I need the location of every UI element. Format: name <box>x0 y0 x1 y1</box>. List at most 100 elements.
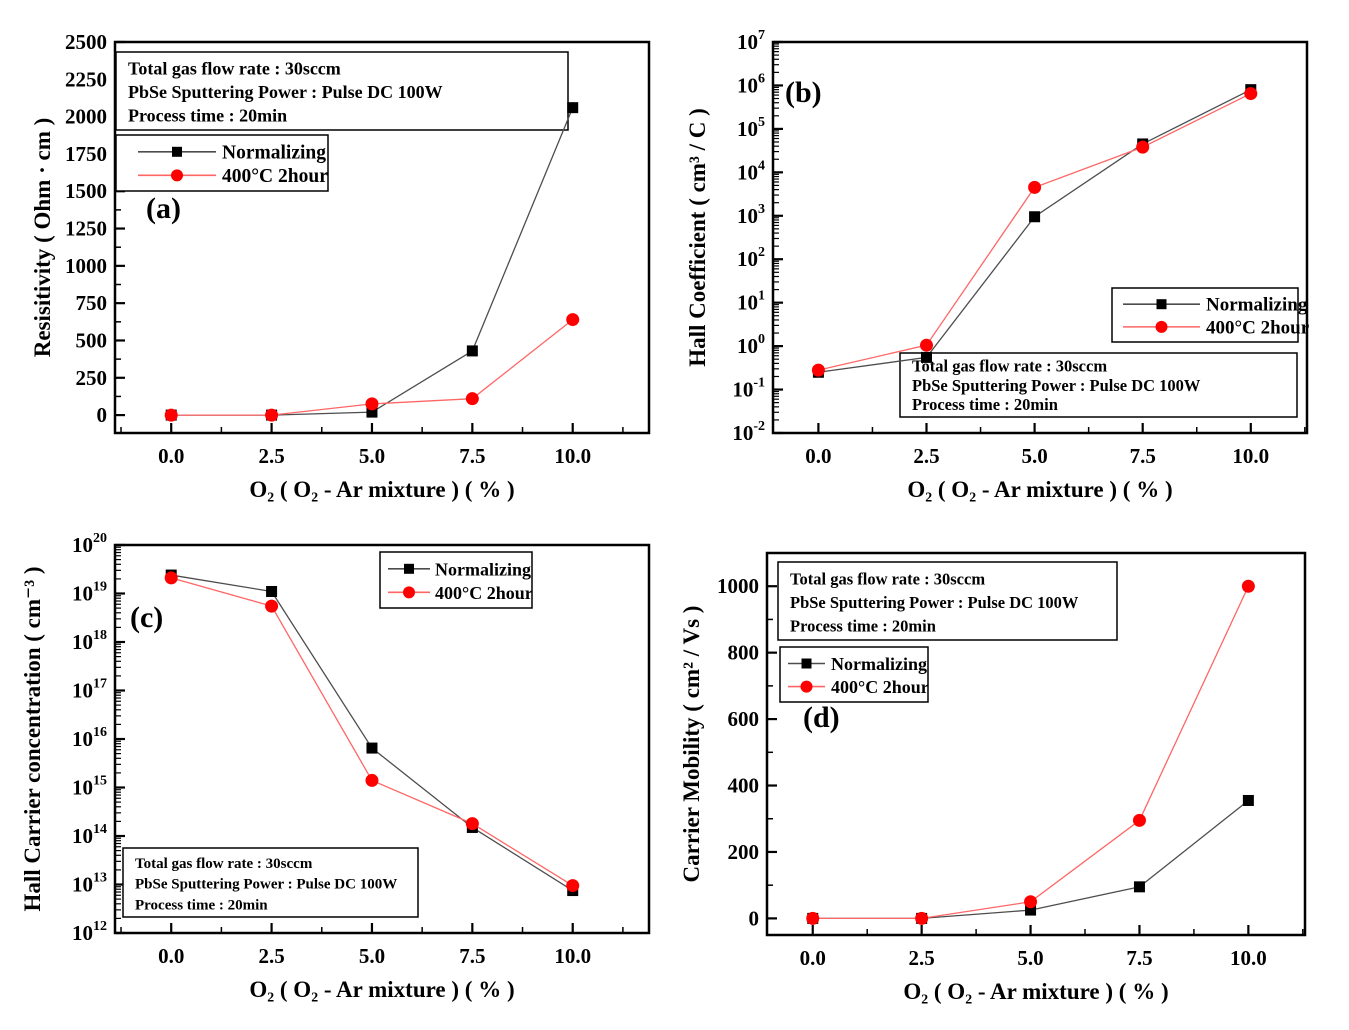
svg-text:102: 102 <box>737 245 765 271</box>
series-400-c-2hour <box>164 571 580 893</box>
data-point-circle <box>164 408 178 422</box>
info-line: Process time : 20min <box>790 616 936 635</box>
x-axis-title: O₂ ( O₂ - Ar mixture ) ( % ) <box>249 977 514 1002</box>
panel-a: 0.0 2.5 5.0 7.5 10.0 0 250 500 750 1000 1250 1500 17… <box>0 0 675 515</box>
chart-panel-c-hall-carrier-concentration: 0.0 2.5 5.0 7.5 10.0 1012 1013 1014 1015 1016 1017… <box>20 531 651 1002</box>
info-line: PbSe Sputtering Power : Pulse DC 100W <box>135 877 397 893</box>
chart-panel-b-hall-coefficient: 0.0 2.5 5.0 7.5 10.010-210-11001011021031041… <box>685 28 1310 502</box>
series-400-c-2hour <box>164 313 580 422</box>
data-point-circle <box>1136 140 1150 154</box>
x-tick-labels: 0.0 2.5 5.0 7.5 10.0 <box>158 944 591 968</box>
legend-marker-circle <box>800 680 813 693</box>
y-tick-labels: 10-2 10-1 100 101 102 103 104 105 106 107 <box>732 28 765 445</box>
plot-frame <box>113 543 651 935</box>
x-axis-title: O₂ ( O₂ - Ar mixture ) ( % ) <box>249 477 514 502</box>
info-line: Process time : 20min <box>912 395 1058 414</box>
data-point-square <box>567 102 579 114</box>
svg-text:2.5: 2.5 <box>913 444 939 468</box>
svg-text:5.0: 5.0 <box>359 944 385 968</box>
panel-label: (c) <box>130 601 163 634</box>
y-axis-title: Hall Coefficient ( cm³ / C ) <box>685 108 710 367</box>
legend-marker-circle <box>403 586 415 599</box>
legend-marker-square <box>1156 299 1167 310</box>
svg-text:10-1: 10-1 <box>732 376 765 402</box>
y-axis <box>768 585 777 920</box>
data-point-circle <box>566 313 580 327</box>
legend-label: 400°C 2hour <box>435 583 533 603</box>
legend: Normalizing 400°C 2hour <box>379 551 533 609</box>
legend-label: 400°C 2hour <box>1206 317 1310 338</box>
svg-text:2000: 2000 <box>65 105 107 129</box>
data-point-square <box>1029 211 1041 223</box>
svg-text:0.0: 0.0 <box>158 444 184 468</box>
svg-text:400: 400 <box>728 774 760 798</box>
x-axis-title: O₂ ( O₂ - Ar mixture ) ( % ) <box>903 979 1168 1004</box>
info-line: PbSe Sputtering Power : Pulse DC 100W <box>912 376 1201 395</box>
svg-text:1750: 1750 <box>65 142 107 166</box>
data-point-circle <box>365 397 379 411</box>
panel-label: (d) <box>803 701 840 734</box>
svg-text:500: 500 <box>76 328 108 352</box>
info-line: Process time : 20min <box>135 897 268 913</box>
svg-text:5.0: 5.0 <box>359 444 385 468</box>
legend-label: Normalizing <box>831 654 927 674</box>
svg-text:1018: 1018 <box>72 628 107 654</box>
svg-text:1250: 1250 <box>65 217 107 241</box>
y-axis-title: Hall Carrier concentration ( cm⁻³ ) <box>20 567 45 912</box>
panel-b: 0.0 2.5 5.0 7.5 10.0 10-2 10-1 100 101 102 103 104 1… <box>675 0 1349 515</box>
chart-panel-a-resistivity: 0.0 2.5 5.0 7.5 10.0 0 250 500 750 1000 1250 1500 17… <box>30 30 651 502</box>
svg-text:1014: 1014 <box>72 822 107 848</box>
legend-label: 400°C 2hour <box>222 166 328 187</box>
svg-text:100: 100 <box>737 332 765 358</box>
svg-text:2500: 2500 <box>65 30 107 54</box>
panel-c: 0.0 2.5 5.0 7.5 10.0 1012 1013 1014 1015 1016 1017… <box>0 515 675 1030</box>
svg-text:7.5: 7.5 <box>459 944 485 968</box>
legend-label: Normalizing <box>435 559 531 579</box>
svg-text:105: 105 <box>737 115 765 141</box>
svg-text:1000: 1000 <box>717 574 759 598</box>
data-point-circle <box>1241 579 1255 593</box>
chart-panel-d-carrier-mobility: 0.0 2.5 5.0 7.5 10.0 0 200 400 600 800 1000 O₂ ( O₂… <box>679 551 1307 1004</box>
svg-text:1000: 1000 <box>65 254 107 278</box>
svg-text:0.0: 0.0 <box>805 444 831 468</box>
data-point-circle <box>1028 180 1042 194</box>
info-line: PbSe Sputtering Power : Pulse DC 100W <box>790 593 1079 612</box>
svg-text:10.0: 10.0 <box>554 944 591 968</box>
data-point-square <box>1133 881 1145 893</box>
x-tick-labels: 0.0 2.5 5.0 7.5 10.0 <box>805 444 1269 468</box>
legend-marker-square <box>172 146 182 157</box>
legend-marker-square <box>404 563 414 574</box>
svg-text:101: 101 <box>737 289 765 315</box>
legend-marker-circle <box>171 169 183 182</box>
svg-text:7.5: 7.5 <box>1130 444 1156 468</box>
x-tick-labels: 0.0 2.5 5.0 7.5 10.0 <box>800 946 1267 970</box>
svg-text:5.0: 5.0 <box>1017 946 1043 970</box>
svg-text:103: 103 <box>737 202 765 228</box>
data-point-square <box>466 345 478 357</box>
info-line: Total gas flow rate : 30sccm <box>128 59 341 79</box>
y-axis-title: Resisitivity ( Ohm · cm ) <box>30 118 55 358</box>
svg-text:800: 800 <box>728 641 760 665</box>
svg-text:10.0: 10.0 <box>1230 946 1267 970</box>
plot-frame <box>765 551 1307 937</box>
svg-text:2.5: 2.5 <box>909 946 935 970</box>
data-point-circle <box>265 408 279 422</box>
data-point-square <box>920 351 932 363</box>
data-point-square <box>266 585 278 597</box>
svg-text:10.0: 10.0 <box>554 444 591 468</box>
data-point-square <box>366 742 378 754</box>
data-point-circle <box>1132 813 1146 827</box>
info-line: PbSe Sputtering Power : Pulse DC 100W <box>128 82 443 102</box>
svg-text:2.5: 2.5 <box>258 944 284 968</box>
y-tick-labels: 0 250 500 750 1000 1250 1500 1750 2000 2250 2500 <box>65 30 107 427</box>
series-normalizing <box>165 569 579 897</box>
series-400-c-2hour <box>811 87 1258 377</box>
x-axis-title: O₂ ( O₂ - Ar mixture ) ( % ) <box>907 477 1172 502</box>
data-point-circle <box>915 911 929 925</box>
panel-label: (b) <box>785 76 822 109</box>
